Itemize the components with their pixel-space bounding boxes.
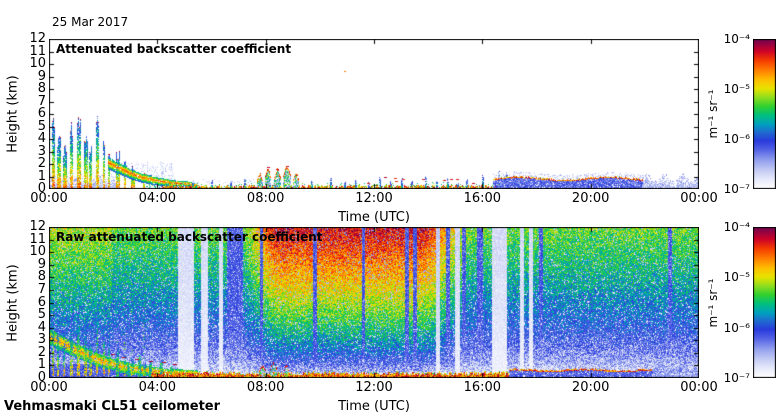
y-tick-label: 6 (37, 106, 46, 121)
y-tick-label: 6 (37, 294, 46, 310)
y-tick-label: 7 (37, 281, 46, 297)
colorbar-tick-label: 10⁻⁷ (723, 371, 750, 385)
y-tick-label: 1 (37, 357, 46, 373)
instrument-label: Vehmasmaki CL51 ceilometer (4, 399, 221, 414)
raw-backscatter-heatmap (49, 227, 699, 378)
colorbar-unit-label-bottom: m⁻¹ sr⁻¹ (706, 278, 720, 327)
y-tick-label: 2 (37, 156, 46, 171)
date-label: 25 Mar 2017 (52, 15, 129, 29)
x-tick-label: 12:00 (355, 191, 393, 206)
colorbar-tick-label: 10⁻⁵ (723, 82, 750, 96)
colorbar-tick-label: 10⁻⁷ (723, 182, 750, 196)
x-tick-label: 12:00 (355, 380, 393, 395)
y-tick-label: 5 (37, 307, 46, 323)
x-tick-label: 04:00 (138, 191, 177, 206)
y-tick-label: 12 (29, 219, 46, 234)
y-tick-label: 0 (37, 370, 46, 385)
colorbar-tick-label: 10⁻⁴ (723, 220, 750, 234)
colorbar-gradient (753, 227, 776, 378)
colorbar-tick-label: 10⁻⁵ (723, 270, 750, 285)
y-tick-label: 12 (29, 31, 46, 46)
attenuated-backscatter-heatmap (49, 39, 699, 189)
y-tick-label: 9 (37, 68, 46, 84)
y-tick-label: 4 (37, 319, 46, 335)
y-tick-label: 1 (37, 168, 46, 184)
x-tick-label: 04:00 (138, 380, 177, 395)
x-tick-label: 16:00 (463, 380, 502, 395)
x-axis-label-top: Time (UTC) (338, 210, 410, 225)
raw-panel: Raw attenuated backscatter coefficient (49, 227, 699, 378)
x-axis-label-bottom: Time (UTC) (338, 399, 410, 414)
colorbar-gradient (753, 39, 776, 189)
x-tick-label: 00:00 (680, 191, 718, 206)
y-tick-label: 8 (37, 81, 46, 96)
colorbar-tick-label: 10⁻⁶ (723, 320, 750, 335)
raw-panel-title: Raw attenuated backscatter coefficient (56, 230, 323, 244)
x-tick-label: 08:00 (246, 380, 285, 395)
y-tick-label: 4 (37, 131, 46, 146)
y-tick-label: 11 (29, 43, 46, 59)
x-tick-label: 08:00 (246, 191, 285, 206)
x-tick-label: 00:00 (30, 380, 68, 395)
y-tick-label: 8 (37, 269, 46, 285)
y-tick-label: 3 (37, 332, 46, 348)
colorbar-top (753, 39, 776, 189)
y-tick-label: 9 (37, 256, 46, 272)
y-tick-label: 11 (29, 231, 46, 247)
colorbar-bottom (753, 227, 776, 378)
colorbar-tick-label: 10⁻⁴ (723, 32, 750, 46)
y-tick-label: 0 (37, 181, 46, 196)
x-tick-label: 00:00 (680, 380, 718, 395)
x-tick-label: 20:00 (571, 380, 610, 395)
x-tick-label: 16:00 (463, 191, 502, 206)
y-tick-label: 5 (37, 118, 46, 134)
colorbar-tick-label: 10⁻⁶ (723, 132, 750, 146)
x-tick-label: 00:00 (30, 191, 68, 206)
x-tick-label: 20:00 (571, 191, 610, 206)
y-tick-label: 10 (29, 56, 46, 71)
y-tick-label: 7 (37, 93, 46, 109)
attenuated-panel-title: Attenuated backscatter coefficient (56, 42, 292, 56)
attenuated-panel: Attenuated backscatter coefficient (49, 39, 699, 189)
y-tick-label: 2 (37, 344, 46, 360)
y-tick-label: 10 (29, 244, 46, 260)
y-tick-label: 3 (37, 143, 46, 159)
